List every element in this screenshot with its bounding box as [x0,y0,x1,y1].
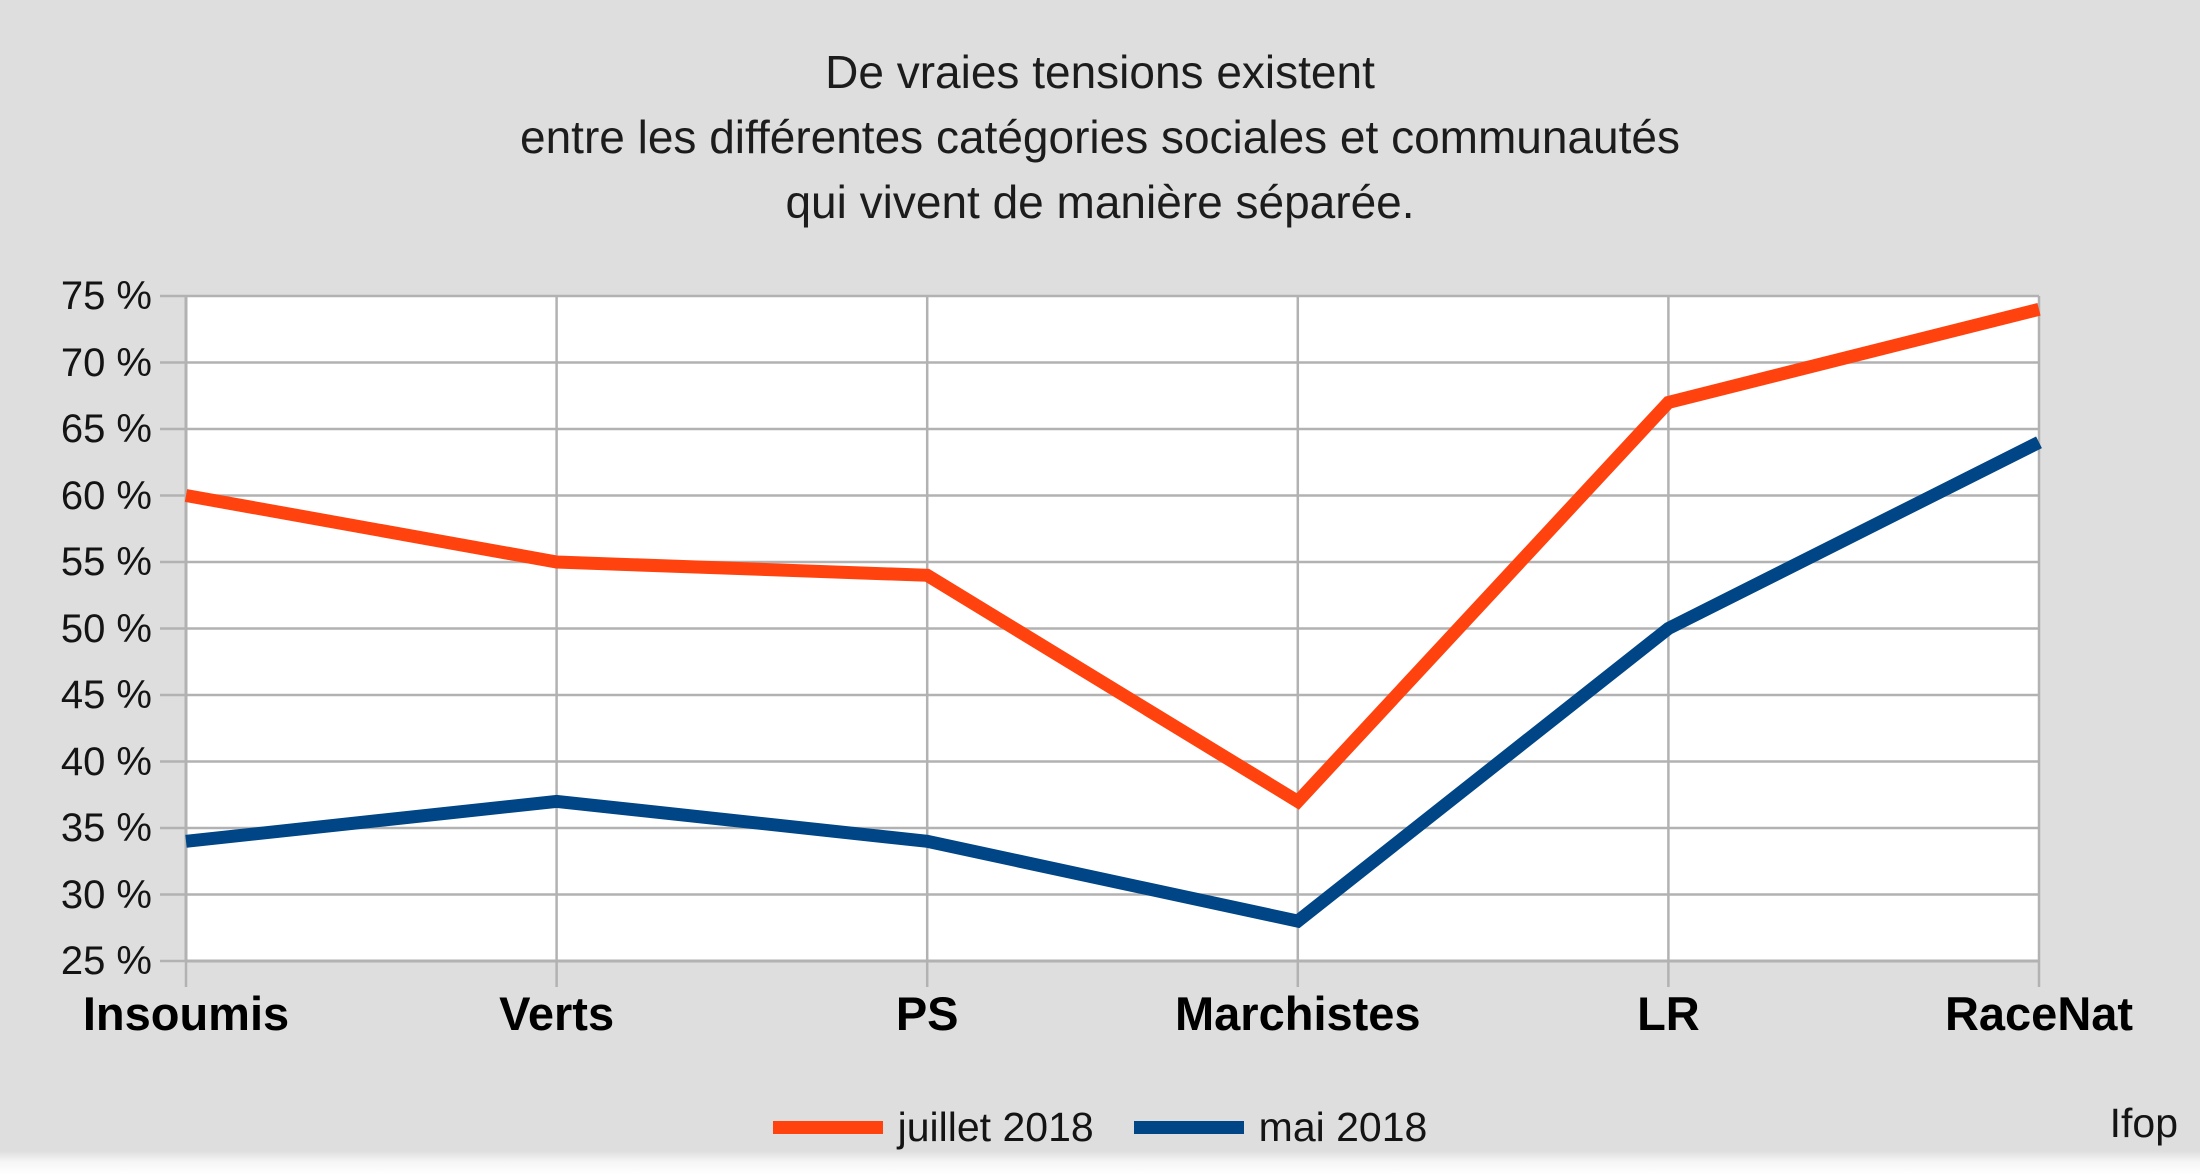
legend-swatch-juillet-2018 [772,1120,883,1134]
x-axis-category-label: LR [1637,987,1700,1040]
legend-swatch-mai-2018 [1133,1120,1244,1134]
legend: juillet 2018 mai 2018 [0,1098,2200,1156]
window-bottom-edge [0,1151,2200,1175]
x-axis-category-label: Verts [499,987,615,1040]
chart-title-line: entre les différentes catégories sociale… [520,111,1680,163]
chart-title: De vraies tensions existent entre les di… [0,40,2200,235]
y-axis-tick-label: 25 % [60,939,152,983]
x-axis-category-label: RaceNat [1944,987,2134,1040]
y-axis-tick-label: 50 % [60,606,152,651]
y-axis-tick-label: 70 % [60,340,152,385]
legend-label-mai-2018: mai 2018 [1258,1103,1428,1150]
legend-label-juillet-2018: juillet 2018 [897,1103,1094,1150]
y-axis-tick-label: 35 % [60,806,152,850]
y-axis-tick-label: 30 % [60,872,152,917]
source-label: Ifop [2109,1100,2178,1146]
y-axis-tick-label: 60 % [60,473,152,518]
series-line-juillet-2018 [184,302,2041,810]
chart-title-line: De vraies tensions existent [825,46,1375,98]
series-line-mai-2018 [185,436,2042,929]
x-axis-category-label: Marchistes [1175,987,1421,1040]
x-axis-labels: Insoumis Verts PS Marchistes LR RaceNat [0,986,2200,1046]
chart-title-line: qui vivent de manière séparée. [785,176,1415,228]
y-axis-tick-label: 75 % [60,274,152,318]
legend-item-juillet-2018: juillet 2018 [772,1103,1094,1151]
legend-item-mai-2018: mai 2018 [1133,1103,1428,1151]
x-axis-category-label: Insoumis [82,987,290,1040]
y-axis-tick-label: 65 % [60,407,152,451]
y-axis-tick-label: 45 % [60,673,152,717]
y-axis-tick-label: 55 % [60,540,152,584]
y-axis-tick-label: 40 % [60,739,152,784]
x-axis-category-label: PS [895,987,959,1040]
